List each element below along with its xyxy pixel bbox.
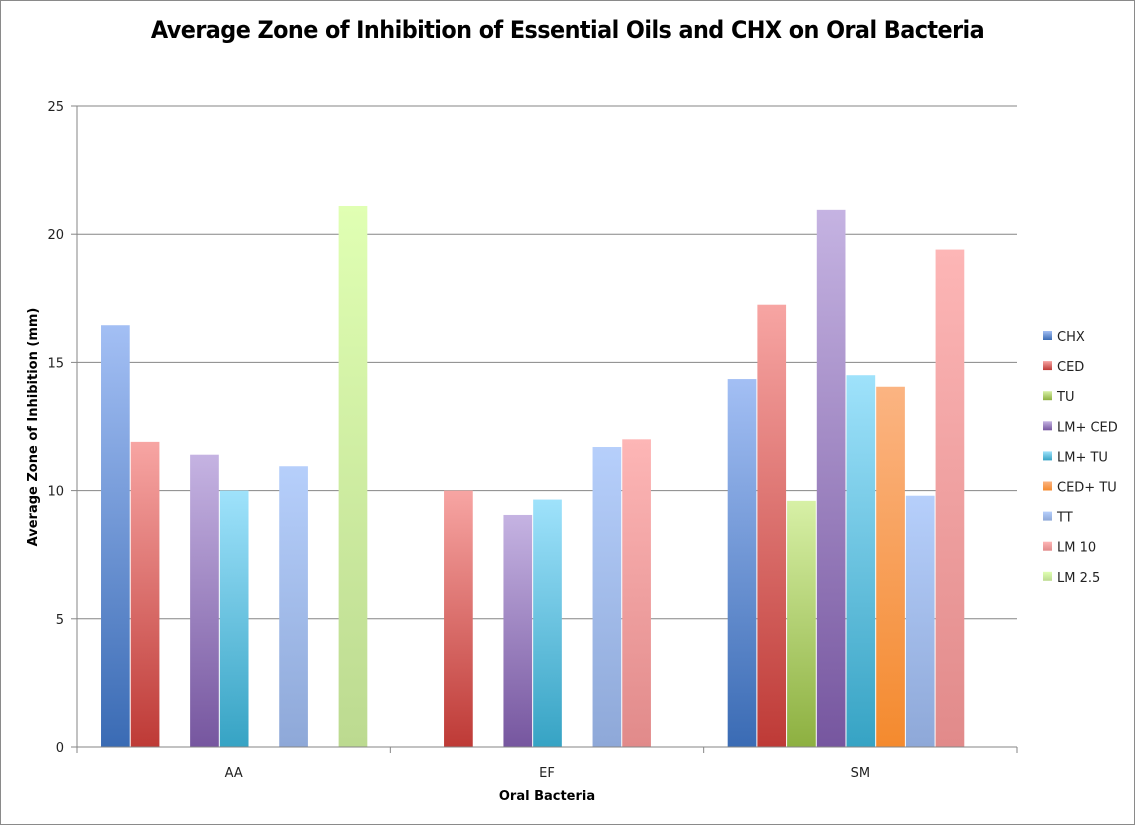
x-category-label: AA xyxy=(225,766,243,781)
bars xyxy=(101,205,965,748)
bar-sm-ced xyxy=(757,304,787,747)
legend-swatch xyxy=(1043,481,1052,491)
bar-sm-lm-10 xyxy=(935,249,965,748)
bar-sm-lm-tu xyxy=(846,375,876,747)
legend: CHX CED TU LM+ CED LM+ TU CED+ TU TT LM 10 LM 2.… xyxy=(1043,330,1118,586)
y-tick-label: 20 xyxy=(47,228,64,243)
y-tick-label: 25 xyxy=(47,100,64,115)
legend-swatch xyxy=(1043,511,1052,521)
chart-title: Average Zone of Inhibition of Essential … xyxy=(150,16,985,44)
x-axis-categories: AA EF SM xyxy=(225,766,870,781)
legend-swatch xyxy=(1043,391,1052,401)
bar-aa-lm-ced xyxy=(190,454,219,747)
bar-aa-lm-tu xyxy=(219,490,249,747)
legend-label: CED+ TU xyxy=(1057,481,1117,496)
x-category-label: EF xyxy=(539,766,555,781)
bar-sm-lm-ced xyxy=(816,209,846,748)
bar-aa-ced xyxy=(130,441,160,747)
legend-label: LM+ TU xyxy=(1057,450,1108,465)
bar-aa-lm-2-5 xyxy=(338,205,368,748)
y-tick-label: 10 xyxy=(47,485,64,500)
bar-ef-lm-10 xyxy=(622,439,651,747)
axes xyxy=(76,106,1018,753)
legend-swatch xyxy=(1043,361,1052,371)
x-axis-title: Oral Bacteria xyxy=(499,789,595,804)
legend-label: LM 2.5 xyxy=(1057,571,1100,586)
y-tick-label: 5 xyxy=(56,613,64,628)
legend-swatch xyxy=(1043,421,1052,431)
legend-label: CED xyxy=(1057,360,1084,375)
legend-swatch xyxy=(1043,451,1052,461)
legend-swatch xyxy=(1043,571,1052,581)
bar-ef-lm-tu xyxy=(533,499,562,747)
x-category-label: SM xyxy=(851,766,870,781)
bar-ef-tt xyxy=(592,447,622,747)
legend-swatch xyxy=(1043,541,1052,551)
legend-label: TT xyxy=(1056,511,1073,526)
bar-sm-chx xyxy=(727,379,757,747)
legend-label: TU xyxy=(1056,390,1074,405)
y-axis-title: Average Zone of Inhibition (mm) xyxy=(26,308,41,547)
legend-label: LM 10 xyxy=(1057,541,1096,556)
legend-label: CHX xyxy=(1057,330,1085,345)
bar-sm-ced-tu xyxy=(876,386,905,747)
bar-ef-lm-ced xyxy=(503,514,533,747)
legend-swatch xyxy=(1043,331,1052,340)
bar-ef-ced xyxy=(444,490,473,747)
y-tick-label: 0 xyxy=(56,741,64,756)
y-axis-ticks: 0 5 10 15 20 25 xyxy=(47,100,77,756)
bar-sm-tt xyxy=(905,495,935,747)
y-tick-label: 15 xyxy=(47,356,64,371)
bar-aa-tt xyxy=(279,466,308,747)
legend-label: LM+ CED xyxy=(1057,420,1118,435)
bar-aa-chx xyxy=(101,325,130,747)
bar-sm-tu xyxy=(787,500,816,747)
